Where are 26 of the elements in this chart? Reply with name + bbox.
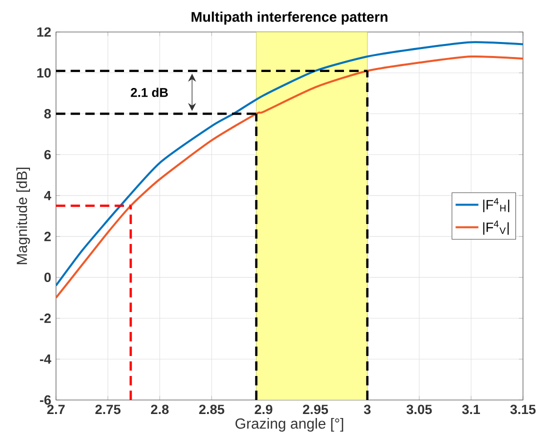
y-axis-title: Magnitude [dB] xyxy=(16,168,30,264)
x-tick-label: 3.05 xyxy=(406,404,432,414)
x-tick-label: 2.75 xyxy=(95,404,120,414)
y-tick-label: 0 xyxy=(44,272,51,282)
y-tick-label: 6 xyxy=(44,150,51,160)
y-tick-label: -6 xyxy=(40,395,51,405)
annotation: 2.1 dB xyxy=(130,88,168,97)
x-tick-label: 2.85 xyxy=(199,404,224,414)
x-tick-label: 2.95 xyxy=(302,404,328,414)
legend-label: |F$^{4}$$_{V}$| xyxy=(483,220,509,235)
x-tick-label: 2.8 xyxy=(150,404,169,414)
y-tick-label: 4 xyxy=(44,190,52,200)
y-tick-label: 10 xyxy=(37,68,51,78)
x-tick-label: 3.15 xyxy=(510,404,536,414)
y-tick-label: -4 xyxy=(40,354,52,364)
y-tick-label: 8 xyxy=(44,109,51,118)
x-tick-label: 2.9 xyxy=(254,404,272,414)
x-tick-label: 2.7 xyxy=(47,404,65,414)
x-axis-title: Grazing angle [°] xyxy=(236,418,344,432)
legend-label: |F$^{4}$$_{H}$| xyxy=(483,198,510,212)
x-tick-label: 3 xyxy=(364,404,371,414)
x-tick-label: 3.1 xyxy=(462,404,480,414)
y-tick-label: 2 xyxy=(44,232,51,242)
chart-title: Multipath interference pattern xyxy=(192,12,388,25)
y-tick-label: 12 xyxy=(37,27,51,37)
y-tick-label: -2 xyxy=(40,314,51,323)
